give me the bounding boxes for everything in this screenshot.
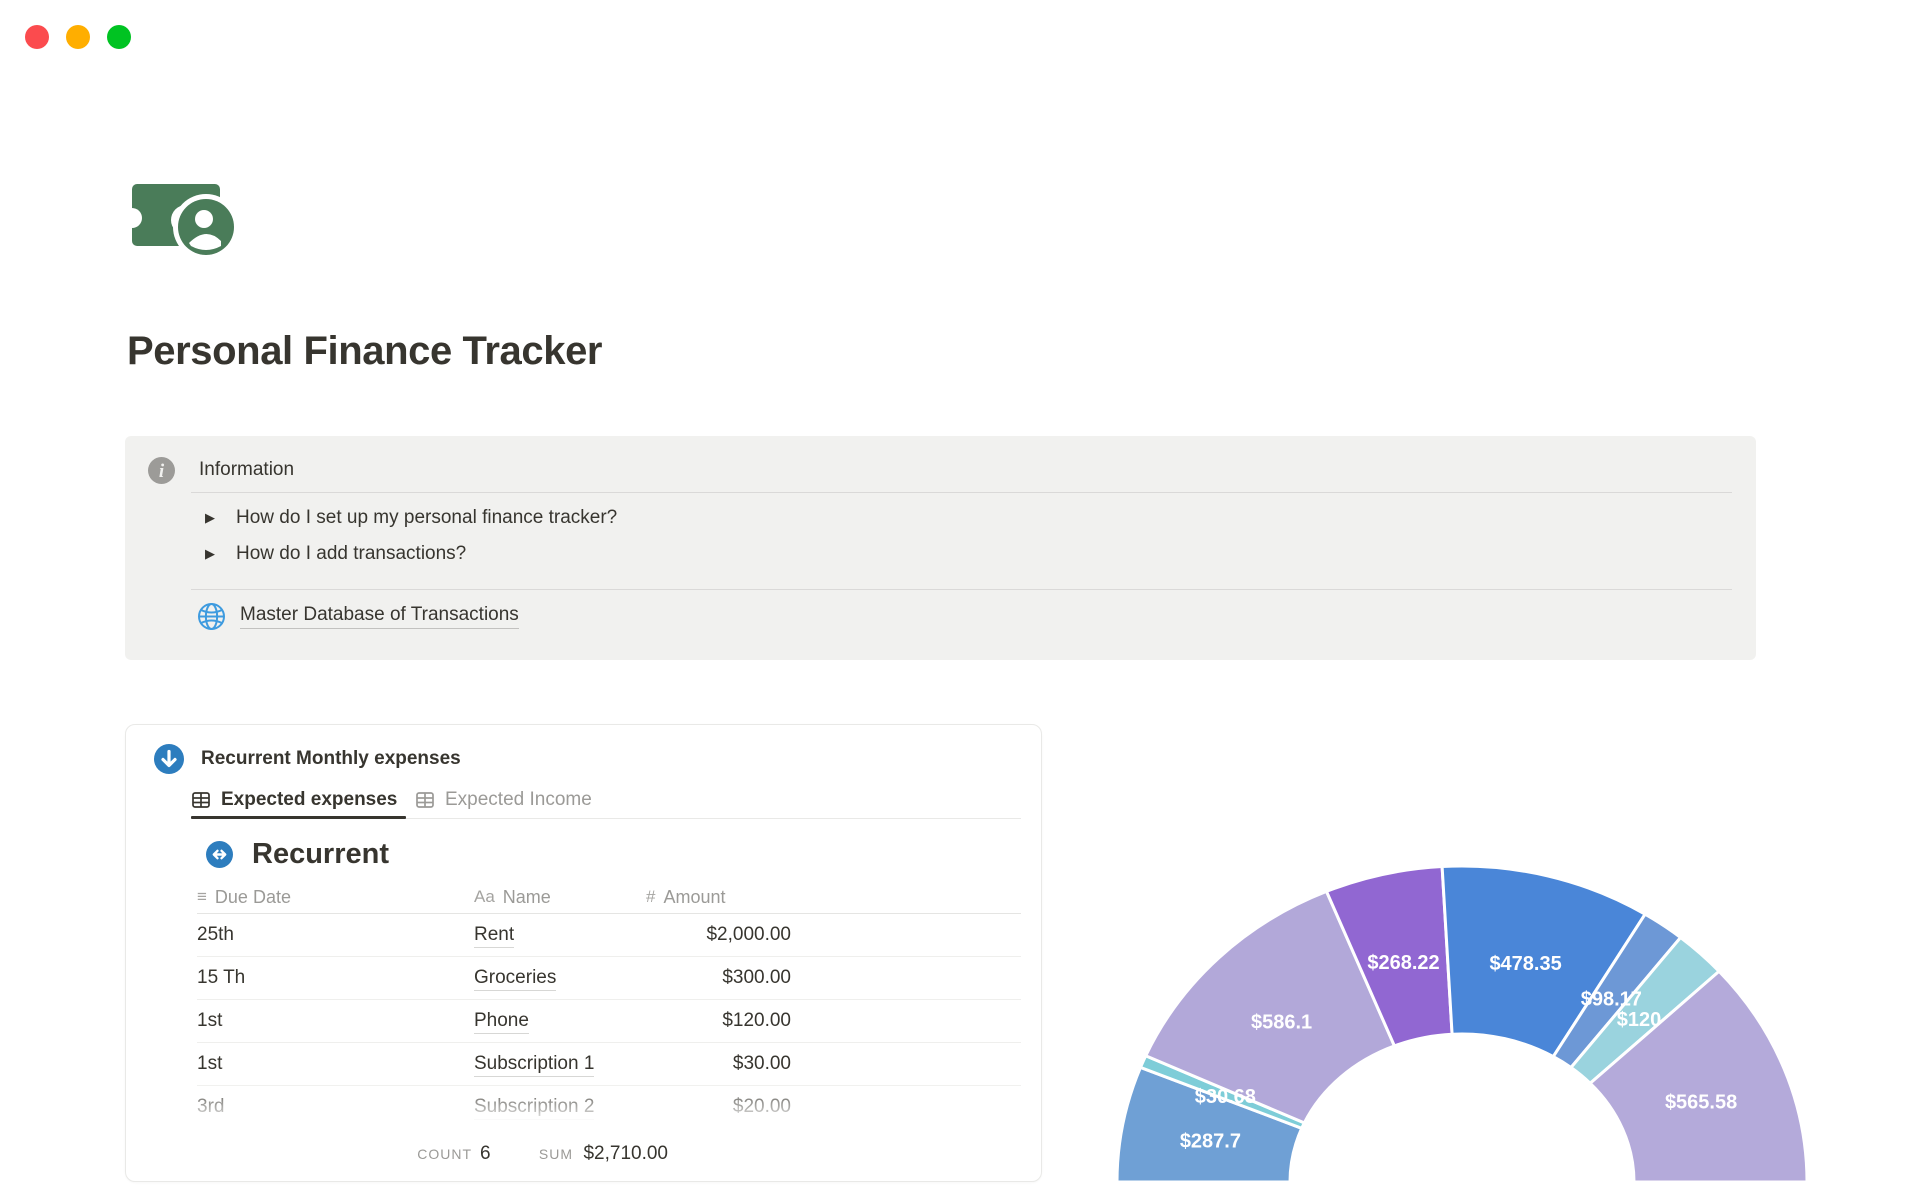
cell-amount[interactable]: $20.00 bbox=[732, 1096, 791, 1117]
page-title[interactable]: Personal Finance Tracker bbox=[127, 329, 603, 373]
close-button[interactable] bbox=[25, 25, 49, 49]
cell-amount[interactable]: $30.00 bbox=[732, 1053, 791, 1074]
column-label: Amount bbox=[663, 886, 726, 907]
globe-icon bbox=[198, 602, 225, 630]
cell-due-date[interactable]: 1st bbox=[197, 1053, 223, 1074]
table-row[interactable]: 15 Th Groceries $300.00 bbox=[197, 956, 1021, 1000]
header-divider bbox=[197, 913, 1021, 914]
dollar-banknote-icon[interactable] bbox=[122, 180, 239, 260]
toggle-triangle-icon[interactable]: ▶ bbox=[205, 546, 215, 561]
column-header-due-date[interactable]: ≡ Due Date bbox=[197, 882, 291, 912]
table-row[interactable]: 25th Rent $2,000.00 bbox=[197, 913, 1021, 957]
table-header-row: ≡ Due Date Aa Name # Amount bbox=[197, 882, 997, 912]
text-lines-icon: ≡ bbox=[197, 887, 207, 906]
card-header: Recurrent Monthly expenses bbox=[154, 744, 461, 774]
dollar-banknote-svg bbox=[122, 184, 239, 260]
recurrent-expenses-card: Recurrent Monthly expenses Expected expe… bbox=[125, 724, 1042, 1182]
callout-header: i Information bbox=[147, 456, 294, 484]
cell-due-date[interactable]: 3rd bbox=[197, 1096, 225, 1117]
window-controls bbox=[25, 25, 131, 49]
column-header-name[interactable]: Aa Name bbox=[474, 882, 551, 912]
cell-name[interactable]: Rent bbox=[474, 913, 654, 956]
table-icon bbox=[192, 792, 210, 808]
sum-label[interactable]: SUM bbox=[538, 1146, 573, 1162]
toggle-setup-question[interactable]: ▶ How do I set up my personal finance tr… bbox=[203, 504, 617, 532]
arrows-left-right-circle-icon bbox=[206, 840, 233, 868]
chart-slice[interactable] bbox=[1588, 969, 1809, 1184]
tab-bar-border bbox=[191, 818, 1021, 819]
callout-title: Information bbox=[199, 459, 295, 480]
title-aa-icon: Aa bbox=[474, 887, 495, 906]
cell-amount[interactable]: $300.00 bbox=[722, 967, 791, 988]
card-title: Recurrent Monthly expenses bbox=[201, 748, 461, 769]
fullscreen-button[interactable] bbox=[107, 25, 131, 49]
divider bbox=[191, 589, 1732, 590]
arrow-down-circle-icon bbox=[154, 744, 184, 774]
section-title: Recurrent bbox=[252, 838, 389, 870]
info-icon: i bbox=[148, 456, 175, 484]
chart-slice[interactable] bbox=[1144, 889, 1396, 1125]
cell-name[interactable]: Subscription 1 bbox=[474, 1042, 654, 1085]
table-row[interactable]: 1st Subscription 1 $30.00 bbox=[197, 1042, 1021, 1086]
table-icon bbox=[416, 792, 434, 808]
toggle-triangle-icon[interactable]: ▶ bbox=[205, 510, 215, 525]
minimize-button[interactable] bbox=[66, 25, 90, 49]
column-label: Name bbox=[502, 886, 551, 907]
toggle-add-transactions-question[interactable]: ▶ How do I add transactions? bbox=[203, 540, 466, 568]
tab-label: Expected Income bbox=[445, 789, 592, 810]
column-header-amount[interactable]: # Amount bbox=[646, 882, 726, 912]
cell-due-date[interactable]: 15 Th bbox=[197, 967, 246, 988]
sum-value[interactable]: $2,710.00 bbox=[583, 1143, 668, 1164]
svg-text:i: i bbox=[159, 461, 165, 482]
column-label: Due Date bbox=[214, 886, 291, 907]
toggle-label: How do I set up my personal finance trac… bbox=[236, 507, 618, 528]
tab-expected-expenses[interactable]: Expected expenses bbox=[191, 783, 397, 817]
cell-amount[interactable]: $2,000.00 bbox=[706, 924, 791, 945]
toggle-label: How do I add transactions? bbox=[236, 543, 467, 564]
link-label: Master Database of Transactions bbox=[240, 604, 519, 629]
tab-expected-income[interactable]: Expected Income bbox=[415, 783, 592, 817]
table-footer: COUNT 6 SUM $2,710.00 bbox=[128, 1133, 1039, 1179]
master-database-link[interactable]: Master Database of Transactions bbox=[197, 601, 519, 631]
count-value[interactable]: 6 bbox=[480, 1143, 491, 1164]
linked-database-header[interactable]: Recurrent bbox=[206, 837, 389, 871]
table-row[interactable]: 1st Phone $120.00 bbox=[197, 999, 1021, 1043]
table-row[interactable]: 3rd Subscription 2 $20.00 bbox=[197, 1085, 1021, 1128]
cell-name[interactable]: Groceries bbox=[474, 956, 654, 999]
number-hash-icon: # bbox=[646, 887, 656, 906]
cell-due-date[interactable]: 1st bbox=[197, 1010, 223, 1031]
cell-name[interactable]: Phone bbox=[474, 999, 654, 1042]
active-tab-underline bbox=[191, 816, 406, 819]
tab-label: Expected expenses bbox=[221, 789, 398, 810]
cell-amount[interactable]: $120.00 bbox=[722, 1010, 791, 1031]
divider bbox=[191, 492, 1732, 493]
cell-due-date[interactable]: 25th bbox=[197, 924, 234, 945]
count-label[interactable]: COUNT bbox=[417, 1146, 472, 1162]
information-callout: i Information ▶ How do I set up my perso… bbox=[125, 436, 1756, 660]
